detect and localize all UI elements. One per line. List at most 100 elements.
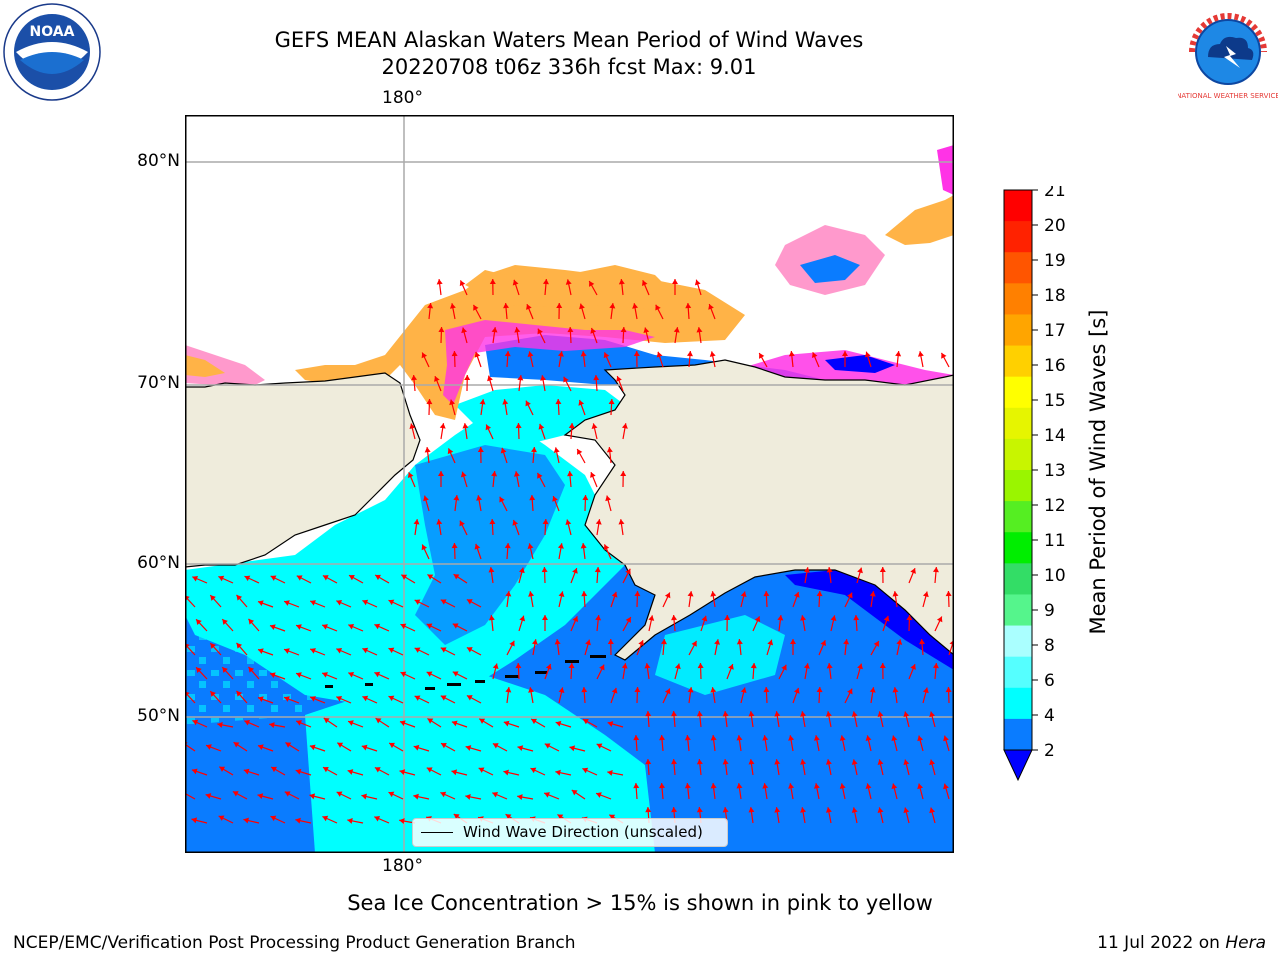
run-date: 11 Jul 2022 on Hera	[1097, 933, 1266, 953]
wind-wave-arrowhead	[336, 695, 343, 702]
wind-wave-arrowhead	[879, 663, 886, 669]
wind-wave-arrowhead	[530, 447, 537, 453]
wind-wave-arrowhead	[645, 759, 652, 765]
wind-wave-arrowhead	[491, 471, 498, 477]
wind-wave-arrowhead	[309, 793, 316, 800]
wind-wave-arrowhead	[440, 791, 447, 798]
wind-wave-arrowhead	[296, 624, 302, 630]
wind-wave-arrowhead	[529, 495, 536, 501]
wind-wave-arrowhead	[440, 695, 447, 701]
wind-wave-arrowhead	[411, 375, 418, 381]
wind-wave-arrowhead	[656, 351, 663, 358]
wind-wave-arrowhead	[685, 303, 692, 309]
wind-wave-arrowhead	[590, 327, 597, 334]
wind-wave-arrowhead	[830, 615, 837, 621]
wind-wave-arrowhead	[557, 351, 564, 357]
wind-wave-arrowhead	[929, 711, 936, 718]
colorbar-tick-label: 17	[1044, 321, 1066, 341]
wind-wave-arrowhead	[736, 639, 743, 645]
wind-wave-arrowhead	[694, 279, 701, 286]
wind-wave-arrowhead	[492, 663, 499, 670]
wind-wave-arrowhead	[492, 743, 499, 749]
colorbar-tick-label: 9	[1044, 601, 1055, 621]
wind-wave-arrowhead	[517, 745, 524, 752]
wind-wave-arrowhead	[414, 695, 421, 701]
wind-wave-arrowhead	[826, 567, 833, 573]
wind-wave-arrowhead	[645, 711, 652, 717]
wind-wave-arrowhead	[644, 663, 651, 669]
wind-wave-arrowhead	[479, 718, 486, 724]
wind-wave-arrowhead	[478, 767, 485, 773]
wind-wave-arrowhead	[310, 600, 316, 606]
wind-wave-arrowhead	[452, 671, 459, 677]
wind-wave-arrowhead	[531, 639, 538, 645]
wind-wave-arrowhead	[701, 615, 708, 622]
wind-wave-arrowhead	[323, 767, 329, 773]
colorbar: 21 20 19 18 17 16 15 14 13 12 11 10 9 8 6 4 2	[1003, 186, 1066, 782]
wind-wave-arrowhead	[389, 742, 395, 749]
wind-wave-arrowhead	[634, 687, 641, 693]
wind-wave-arrowhead	[500, 447, 507, 454]
noaa-logo-text: NOAA	[30, 24, 75, 40]
wind-wave-arrowhead	[851, 759, 858, 765]
wind-wave-arrowhead	[462, 423, 469, 429]
wind-wave-arrowhead	[336, 791, 343, 797]
wind-wave-arrowhead	[607, 639, 614, 645]
wind-wave-arrowhead	[399, 720, 406, 727]
wind-wave-arrowhead	[696, 327, 703, 333]
colorbar-tick-label: 13	[1044, 461, 1066, 481]
wind-wave-arrowhead	[609, 303, 616, 309]
wind-wave-arrowhead	[813, 783, 820, 789]
wind-wave-arrowhead	[362, 695, 369, 702]
wind-wave-arrowhead	[492, 791, 499, 798]
wind-wave-arrowhead	[553, 447, 560, 453]
wind-wave-arrowhead	[825, 807, 832, 813]
wind-wave-arrowhead	[310, 648, 316, 654]
wind-wave-arrowhead	[595, 519, 602, 525]
wind-wave-arrowhead	[191, 768, 198, 775]
wind-wave-arrowhead	[917, 783, 924, 790]
wind-wave-arrowhead	[464, 375, 471, 381]
wind-wave-arrowhead	[361, 793, 367, 800]
wind-wave-arrowhead	[512, 519, 519, 526]
wind-wave-arrowhead	[580, 351, 587, 357]
bering-shelf-blue	[415, 445, 565, 645]
wind-wave-arrowhead	[585, 639, 591, 646]
colorbar-cell	[1004, 221, 1032, 253]
wind-wave-arrowhead	[243, 817, 249, 824]
wind-wave-arrowhead	[857, 567, 863, 574]
wind-wave-arrowhead	[257, 793, 264, 800]
wind-wave-arrowhead	[465, 793, 471, 800]
wind-wave-arrowhead	[461, 327, 468, 334]
wind-wave-arrowhead	[618, 279, 625, 285]
wind-wave-arrowhead	[465, 745, 472, 751]
wind-wave-arrowhead	[557, 543, 564, 549]
wind-wave-arrowhead	[687, 687, 694, 693]
wind-wave-arrowhead	[526, 304, 532, 310]
wind-wave-arrowhead	[767, 639, 774, 646]
wind-wave-arrowhead	[196, 619, 202, 626]
wind-wave-arrowhead	[466, 695, 473, 701]
wind-wave-arrowhead	[774, 711, 781, 717]
wind-wave-arrowhead	[643, 327, 650, 334]
wind-wave-arrowhead	[616, 376, 622, 382]
wind-wave-arrowhead	[388, 695, 395, 702]
wind-wave-arrowhead	[502, 399, 509, 405]
wind-wave-arrowhead	[877, 711, 884, 717]
wind-wave-arrowhead	[538, 423, 545, 430]
colorbar-tick-label: 4	[1044, 706, 1055, 726]
wind-wave-arrowhead	[565, 519, 572, 526]
wind-wave-arrowhead	[659, 783, 666, 789]
wind-wave-arrowhead	[581, 687, 588, 693]
wind-wave-arrowhead	[284, 648, 290, 654]
wind-wave-arrowhead	[608, 399, 615, 405]
aleutian-islands	[325, 655, 606, 690]
nws-logo: NATIONAL WEATHER SERVICE	[1178, 5, 1278, 100]
wind-wave-arrowhead	[413, 793, 419, 800]
wind-wave-arrowhead	[589, 281, 595, 287]
wind-wave-arrowhead	[399, 769, 406, 776]
wind-wave-arrowhead	[337, 742, 344, 748]
wind-wave-arrowhead	[790, 639, 796, 644]
wind-wave-arrowhead	[697, 663, 704, 669]
wind-wave-arrowhead	[426, 767, 433, 773]
